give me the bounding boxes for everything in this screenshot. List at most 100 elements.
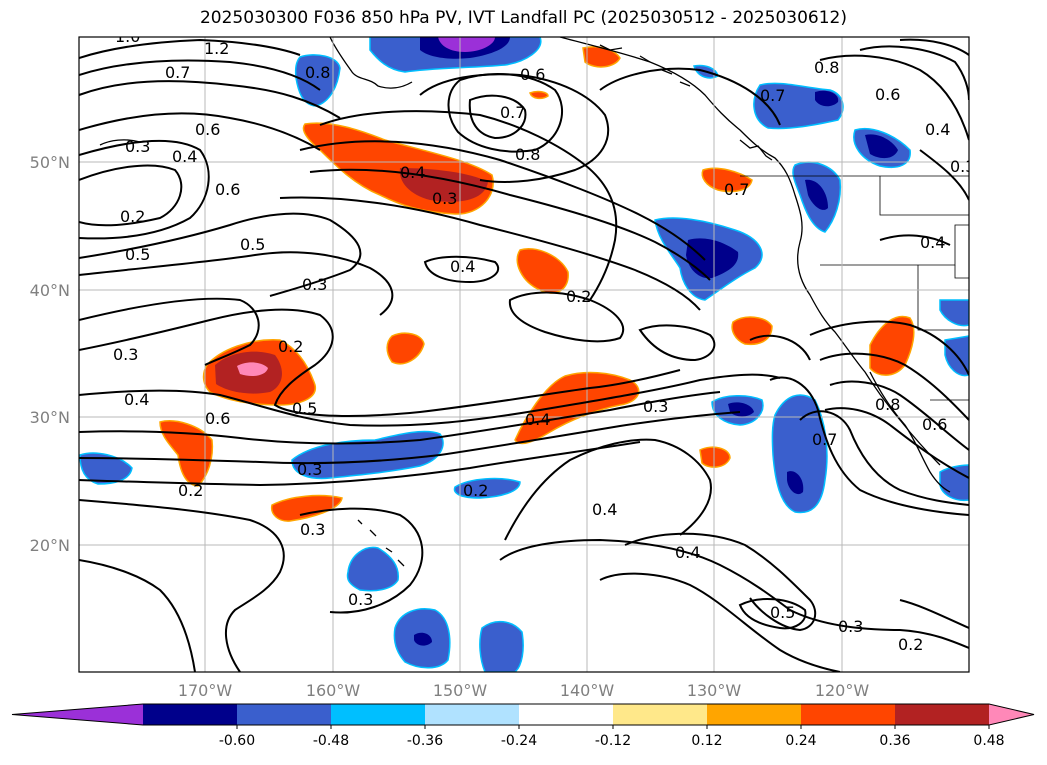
pv-negative-area <box>479 620 524 672</box>
longitude-labels: 170°W 160°W 150°W 140°W 130°W 120°W <box>178 681 870 700</box>
coastline <box>869 371 951 493</box>
pv-positive-area <box>159 420 214 487</box>
contour-label: 0.7 <box>724 180 749 199</box>
colorbar-segment <box>801 704 896 725</box>
ivt-contour <box>79 297 260 366</box>
gridlines <box>79 37 969 672</box>
contour-label: 0.2 <box>120 207 145 226</box>
contour-label: 0.3 <box>302 275 327 294</box>
ivt-contour <box>899 599 969 629</box>
state-border <box>954 265 969 279</box>
colorbar-segment <box>143 704 238 725</box>
contour-label: 0.2 <box>463 481 488 500</box>
coastline-layer <box>99 37 951 567</box>
pv-negative-area <box>787 471 804 495</box>
pv-positive-area <box>237 362 268 376</box>
contour-label: 0.4 <box>675 543 700 562</box>
colorbar-segment <box>237 704 332 725</box>
ivt-contour <box>599 572 841 672</box>
colorbar: -0.60 -0.48 -0.36 -0.24 -0.12 0.12 0.24 0.36 0.4… <box>11 703 1035 749</box>
ivt-contour <box>899 38 969 56</box>
contour-label-layer: 1.0 1.2 0.7 0.8 0.6 0.7 0.8 0.8 0.7 0.6 … <box>113 37 975 654</box>
pv-fill-layer <box>79 37 969 672</box>
contour-label: 1.2 <box>204 39 229 58</box>
contour-label: 0.4 <box>172 147 197 166</box>
lon-label: 140°W <box>560 681 615 700</box>
ivt-contour <box>859 45 969 101</box>
contour-label: 0.3 <box>300 520 325 539</box>
ivt-contour <box>819 352 969 421</box>
contour-label: 0.3 <box>643 397 668 416</box>
colorbar-tick-label: 0.36 <box>879 733 910 749</box>
ivt-contour <box>79 112 321 151</box>
colorbar-segment <box>707 704 802 725</box>
ivt-contour <box>79 373 781 427</box>
ivt-contour <box>79 38 301 59</box>
colorbar-extend-min <box>12 704 143 725</box>
contour-label: 0.8 <box>305 63 330 82</box>
contour-label: 0.7 <box>165 63 190 82</box>
contour-label: 0.6 <box>205 409 230 428</box>
ivt-contour <box>769 376 969 516</box>
contour-label: 0.5 <box>240 235 265 254</box>
contour-label: 0.2 <box>278 337 303 356</box>
coastline <box>559 37 941 466</box>
ivt-contour <box>508 291 625 343</box>
ivt-contour <box>299 507 424 614</box>
contour-label: 0.7 <box>812 430 837 449</box>
map-plot-area: 1.0 1.2 0.7 0.8 0.6 0.7 0.8 0.8 0.7 0.6 … <box>79 37 975 672</box>
pv-positive-area <box>529 90 549 100</box>
ivt-contour <box>799 410 969 506</box>
pv-negative-area <box>346 546 399 592</box>
ivt-contour <box>79 391 721 445</box>
colorbar-segment <box>613 704 708 725</box>
pv-negative-area <box>865 134 898 159</box>
contour-label: 0.3 <box>838 617 863 636</box>
coastline <box>599 44 691 87</box>
lat-label: 20°N <box>30 536 70 555</box>
lon-label: 160°W <box>306 681 361 700</box>
ivt-contour <box>499 538 969 649</box>
contour-label: 0.6 <box>922 415 947 434</box>
contour-label: 0.4 <box>920 233 945 252</box>
pv-negative-area <box>805 179 828 210</box>
contour-label: 0.3 <box>950 157 975 176</box>
contour-label: 0.7 <box>500 103 525 122</box>
pv-negative-area <box>291 430 444 480</box>
lat-label: 50°N <box>30 153 70 172</box>
contour-label: 0.2 <box>566 287 591 306</box>
pv-positive-area <box>516 248 569 294</box>
contour-label: 0.8 <box>515 145 540 164</box>
ivt-contour <box>79 80 341 119</box>
lon-label: 170°W <box>178 681 233 700</box>
ivt-contour <box>319 110 618 301</box>
pv-positive-area <box>699 446 731 468</box>
colorbar-tick-label: -0.48 <box>313 733 349 749</box>
contour-label: 0.7 <box>760 86 785 105</box>
ivt-contour <box>79 411 741 465</box>
ivt-contour <box>919 149 969 201</box>
ivt-contour <box>879 234 951 246</box>
pv-positive-area <box>731 316 773 346</box>
contour-label: 0.2 <box>898 635 923 654</box>
coastline <box>99 139 141 146</box>
contour-label: 0.5 <box>770 603 795 622</box>
ivt-contour <box>419 73 610 183</box>
coastline <box>739 139 773 161</box>
ivt-contour <box>809 320 969 376</box>
contour-label: 0.3 <box>297 460 322 479</box>
contour-label: 0.4 <box>450 257 475 276</box>
colorbar-segment <box>895 704 990 725</box>
lon-label: 130°W <box>687 681 742 700</box>
ivt-contour <box>79 308 681 417</box>
ivt-contour <box>79 164 183 227</box>
lat-label: 30°N <box>30 408 70 427</box>
contour-label: 0.8 <box>875 395 900 414</box>
contour-label: 0.6 <box>215 180 240 199</box>
ivt-contour <box>79 139 210 240</box>
map-frame <box>78 36 970 673</box>
contour-label: 0.6 <box>875 85 900 104</box>
ivt-contour <box>447 73 564 153</box>
pv-negative-area <box>414 632 432 646</box>
